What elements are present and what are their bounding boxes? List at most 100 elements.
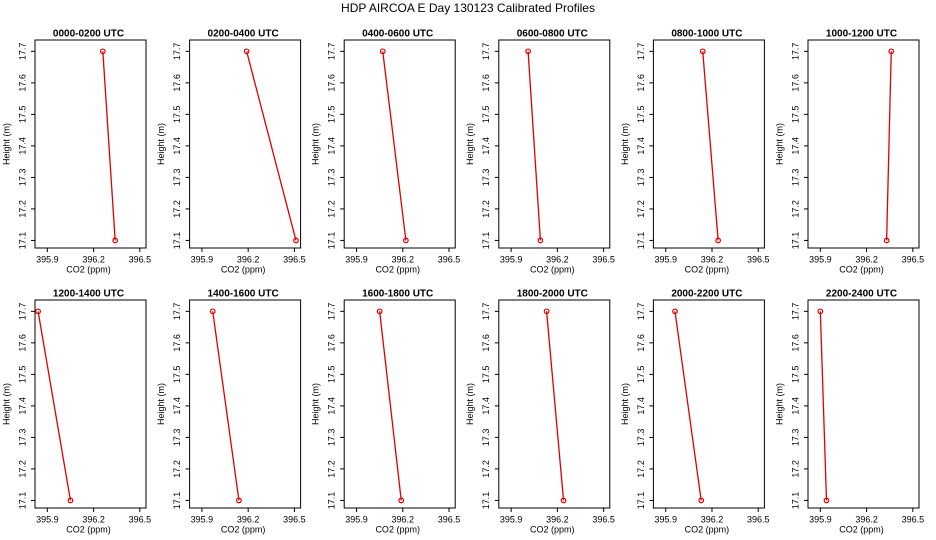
x-tick-label: 396.5 — [129, 514, 152, 524]
profile-point — [402, 237, 409, 244]
x-tick-label: 396.5 — [747, 514, 770, 524]
x-tick-label: 396.5 — [129, 254, 152, 264]
y-tick-label: 17.7 — [172, 303, 182, 321]
y-tick-label: 17.7 — [327, 303, 337, 321]
y-tick-label: 17.2 — [327, 460, 337, 478]
profile-point — [560, 497, 567, 504]
x-tick-label: 396.2 — [392, 514, 415, 524]
x-axis-label: CO2 (ppm) — [221, 524, 266, 534]
y-tick-label: 17.1 — [481, 492, 491, 510]
y-axis-label: Height (m) — [156, 383, 166, 425]
y-tick-label: 17.4 — [481, 137, 491, 155]
profile-line — [382, 51, 407, 241]
profile-point — [236, 497, 242, 504]
x-tick-label: 396.2 — [82, 254, 105, 264]
y-axis-label: Height (m) — [620, 123, 630, 165]
y-tick-label: 17.4 — [172, 397, 182, 415]
y-tick-label: 17.5 — [17, 366, 27, 384]
x-axis-label: CO2 (ppm) — [66, 524, 111, 534]
y-tick-label: 17.7 — [327, 43, 337, 61]
x-tick-label: 396.5 — [592, 514, 615, 524]
profile-line — [545, 311, 565, 501]
y-axis-label: Height (m) — [1, 123, 11, 165]
y-tick-label: 17.5 — [481, 366, 491, 384]
y-axis-label: Height (m) — [311, 383, 321, 425]
y-tick-label: 17.1 — [17, 232, 27, 250]
y-tick-label: 17.1 — [172, 232, 182, 250]
plot-frame — [807, 299, 920, 509]
plot-frame — [498, 39, 611, 249]
y-tick-label: 17.6 — [790, 334, 800, 352]
y-tick-label: 17.2 — [172, 200, 182, 218]
x-tick-label: 396.5 — [747, 254, 770, 264]
plot-frame — [343, 299, 456, 509]
profile-line — [885, 51, 892, 241]
y-tick-label: 17.3 — [790, 429, 800, 447]
y-tick-label: 17.1 — [327, 492, 337, 510]
y-tick-label: 17.5 — [636, 366, 646, 384]
y-tick-label: 17.2 — [17, 200, 27, 218]
y-tick-label: 17.1 — [17, 492, 27, 510]
y-axis-label: Height (m) — [774, 123, 784, 165]
profile-point — [672, 308, 678, 315]
x-axis-label: CO2 (ppm) — [375, 524, 420, 534]
profile-point — [67, 497, 74, 504]
y-tick-label: 17.4 — [327, 137, 337, 155]
profile-point — [293, 237, 299, 244]
panel-title: 1000-1200 UTC — [826, 29, 897, 40]
y-tick-label: 17.6 — [481, 334, 491, 352]
profile-point — [379, 48, 386, 55]
y-tick-label: 17.3 — [790, 169, 800, 187]
y-tick-label: 17.7 — [481, 303, 491, 321]
y-tick-label: 17.7 — [17, 43, 27, 61]
x-tick-label: 396.2 — [392, 254, 415, 264]
panel-title: 0600-0800 UTC — [517, 29, 588, 40]
profile-point — [209, 308, 216, 315]
x-tick-label: 396.2 — [701, 514, 724, 524]
y-tick-label: 17.5 — [327, 106, 337, 124]
panel-title: 1400-1600 UTC — [208, 289, 279, 300]
y-tick-label: 17.4 — [172, 137, 182, 155]
y-tick-label: 17.1 — [636, 492, 646, 510]
y-tick-label: 17.3 — [481, 169, 491, 187]
y-axis-label: Height (m) — [620, 383, 630, 425]
profile-line — [379, 311, 402, 501]
profile-line — [102, 51, 116, 241]
x-tick-label: 396.5 — [902, 514, 925, 524]
x-tick-label: 395.9 — [809, 254, 832, 264]
x-tick-label: 396.2 — [82, 514, 105, 524]
x-axis-label: CO2 (ppm) — [839, 264, 884, 274]
x-axis-label: CO2 (ppm) — [685, 524, 730, 534]
y-tick-label: 17.7 — [790, 43, 800, 61]
y-tick-label: 17.1 — [327, 232, 337, 250]
panel-title: 0800-1000 UTC — [671, 29, 742, 40]
panel-title: 1200-1400 UTC — [53, 289, 124, 300]
y-axis-label: Height (m) — [1, 383, 11, 425]
y-tick-label: 17.7 — [790, 303, 800, 321]
y-tick-label: 17.2 — [481, 460, 491, 478]
profile-point — [543, 308, 550, 315]
y-tick-label: 17.4 — [481, 397, 491, 415]
panel-title: 2000-2200 UTC — [671, 289, 742, 300]
profile-line — [212, 311, 240, 501]
y-tick-label: 17.6 — [17, 334, 27, 352]
profile-point — [376, 308, 383, 315]
y-tick-label: 17.3 — [636, 429, 646, 447]
panel-title: 0200-0400 UTC — [208, 29, 279, 40]
x-axis-label: CO2 (ppm) — [530, 524, 575, 534]
y-axis-label: Height (m) — [774, 383, 784, 425]
plot-frame — [34, 39, 147, 249]
profile-point — [823, 497, 830, 504]
y-axis-label: Height (m) — [156, 123, 166, 165]
y-tick-label: 17.2 — [636, 460, 646, 478]
y-tick-label: 17.7 — [636, 303, 646, 321]
plot-frame — [343, 39, 456, 249]
y-tick-label: 17.7 — [481, 43, 491, 61]
y-tick-label: 17.4 — [17, 397, 27, 415]
plot-frame — [807, 39, 920, 249]
profile-point — [883, 237, 890, 244]
y-axis-label: Height (m) — [465, 123, 475, 165]
profile-point — [698, 497, 705, 504]
x-tick-label: 395.9 — [345, 254, 368, 264]
